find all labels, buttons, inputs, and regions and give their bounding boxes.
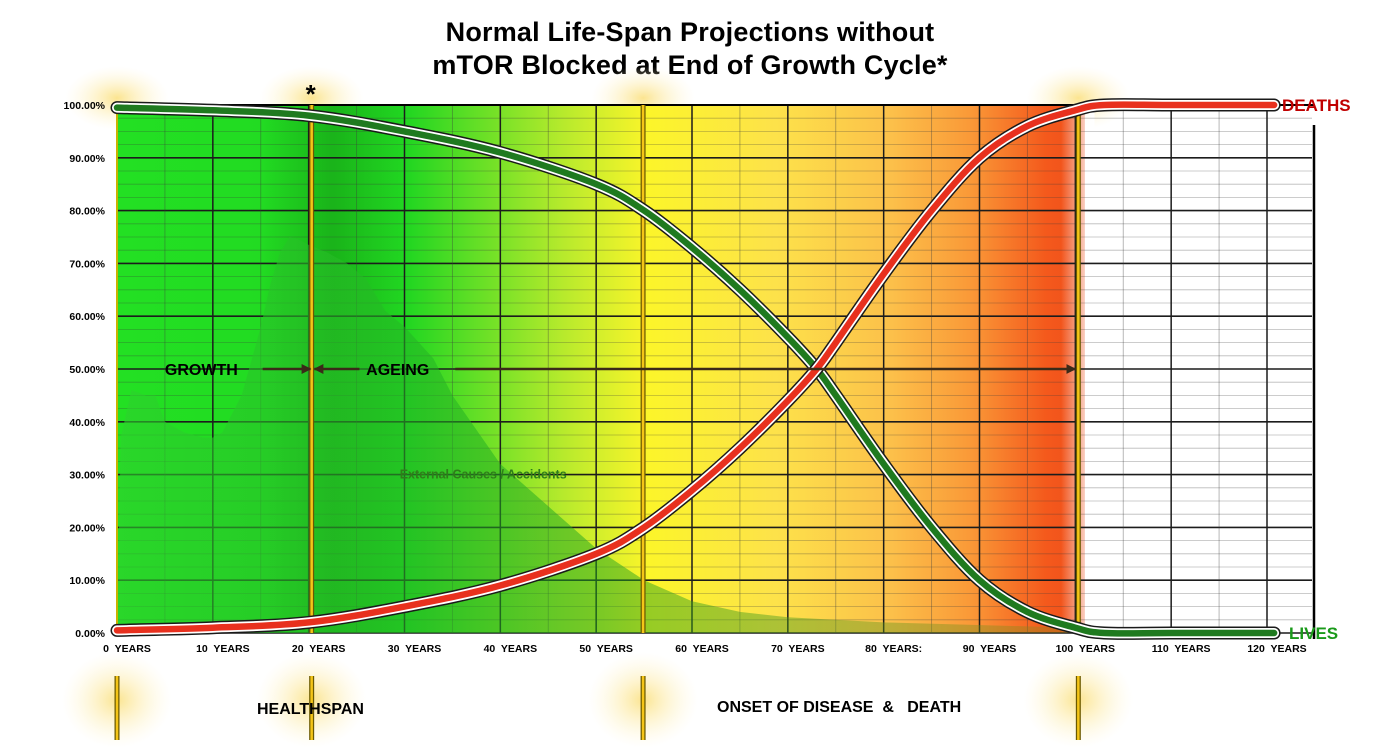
chart-title-line-2: mTOR Blocked at End of Growth Cycle*	[432, 50, 948, 80]
y-tick-label: 80.00%	[69, 206, 105, 218]
x-axis-ticks: 0 YEARS 10 YEARS 20 YEARS 30 YEARS 40 YEARS 5…	[103, 643, 1307, 655]
x-tick-label: 90 YEARS	[963, 643, 1017, 655]
x-tick-label: 100 YEARS	[1056, 643, 1115, 655]
chart-title-line-1: Normal Life-Span Projections without	[445, 17, 935, 47]
x-tick-label: 110 YEARS	[1152, 643, 1211, 655]
x-tick-label: 30 YEARS	[388, 643, 442, 655]
series-line-deaths	[113, 101, 1278, 634]
deaths-series-label: DEATHS	[1282, 96, 1351, 115]
x-tick-label: 20 YEARS	[292, 643, 346, 655]
y-tick-label: 10.00%	[69, 575, 105, 587]
healthspan-label: HEALTHSPAN	[257, 701, 364, 718]
x-tick-label: 60 YEARS	[675, 643, 729, 655]
x-tick-label: 50 YEARS	[579, 643, 633, 655]
x-tick-label: 10 YEARS	[196, 643, 250, 655]
ageing-label: AGEING	[366, 362, 429, 379]
x-tick-label: 0 YEARS	[103, 643, 151, 655]
y-tick-label: 90.00%	[69, 153, 105, 165]
external-causes-label: External Causes / Accidents	[400, 468, 567, 482]
x-tick-label: 40 YEARS	[484, 643, 538, 655]
y-tick-label: 40.00%	[69, 417, 105, 429]
y-tick-label: 30.00%	[69, 470, 105, 482]
y-tick-label: 0.00%	[75, 628, 105, 640]
series-lines	[110, 98, 1281, 640]
lives-series-label: LIVES	[1289, 624, 1338, 643]
external-causes-area	[117, 237, 1076, 633]
x-tick-label: 80 YEARS:	[865, 643, 922, 655]
y-tick-label: 60.00%	[69, 311, 105, 323]
x-tick-label: 70 YEARS	[771, 643, 825, 655]
x-tick-label: 120 YEARS	[1247, 643, 1306, 655]
y-axis-ticks: 0.00% 10.00% 20.00% 30.00% 40.00% 50.00% 60.00…	[64, 100, 106, 640]
y-tick-label: 50.00%	[69, 364, 105, 376]
annotations: GROWTH AGEING * External Causes / Accide…	[165, 79, 1351, 718]
y-tick-label: 70.00%	[69, 258, 105, 270]
y-tick-label: 20.00%	[69, 522, 105, 534]
y-tick-label: 100.00%	[64, 100, 106, 112]
series-line-lives	[113, 104, 1278, 637]
growth-label: GROWTH	[165, 362, 238, 379]
onset-of-disease-label: ONSET OF DISEASE & DEATH	[717, 699, 961, 716]
growth-end-star: *	[306, 79, 317, 109]
